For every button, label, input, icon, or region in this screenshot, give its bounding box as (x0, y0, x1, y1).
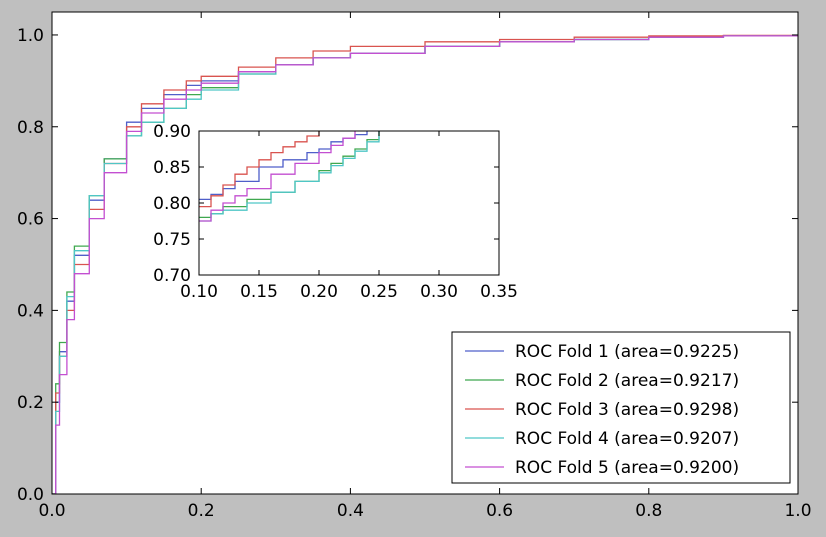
main-axes-frame (51, 11, 799, 495)
inset-x-tick-label: 0.30 (420, 282, 458, 302)
inset-x-tick-label: 0.10 (180, 282, 218, 302)
x-tick-label: 1.0 (784, 501, 811, 521)
inset-series-group (199, 131, 380, 222)
inset-x-tick-label: 0.20 (300, 282, 338, 302)
inset-roc-line-fold-4 (199, 131, 380, 222)
x-tick-label: 0.0 (38, 501, 65, 521)
legend-label-fold-3: ROC Fold 3 (area=0.9298) (515, 400, 739, 420)
y-tick-label: 0.4 (17, 301, 44, 321)
legend-box (451, 331, 791, 484)
inset-y-tick-label: 0.70 (153, 266, 191, 286)
x-tick-label: 0.6 (486, 501, 513, 521)
legend: ROC Fold 1 (area=0.9225) ROC Fold 2 (area… (451, 331, 791, 484)
legend-label-fold-1: ROC Fold 1 (area=0.9225) (515, 342, 739, 362)
roc-line-fold-5 (52, 35, 798, 494)
legend-label-fold-2: ROC Fold 2 (area=0.9217) (515, 371, 739, 391)
y-tick-label: 0.6 (17, 210, 44, 230)
inset-x-tick-label: 0.35 (480, 282, 518, 302)
inset-y-tick-label: 0.80 (153, 194, 191, 214)
legend-label-fold-4: ROC Fold 4 (area=0.9207) (515, 429, 739, 449)
y-tick-label: 1.0 (17, 26, 44, 46)
legend-label-fold-5: ROC Fold 5 (area=0.9200) (515, 458, 739, 478)
y-tick-label: 0.0 (17, 485, 44, 505)
inset-y-tick-label: 0.90 (153, 122, 191, 142)
inset-y-tick-label: 0.75 (153, 230, 191, 250)
x-tick-label: 0.2 (188, 501, 215, 521)
inset-roc-line-fold-5 (199, 131, 356, 222)
x-tick-label: 0.8 (635, 501, 662, 521)
x-tick-label: 0.4 (337, 501, 364, 521)
y-tick-label: 0.8 (17, 118, 44, 138)
inset-x-tick-label: 0.25 (360, 282, 398, 302)
inset-y-tick-label: 0.85 (153, 158, 191, 178)
inset-plot-area (199, 131, 499, 275)
inset-x-tick-label: 0.15 (240, 282, 278, 302)
inset-roc-line-fold-3 (199, 131, 320, 208)
y-tick-label: 0.2 (17, 393, 44, 413)
main-series-group (52, 34, 798, 494)
